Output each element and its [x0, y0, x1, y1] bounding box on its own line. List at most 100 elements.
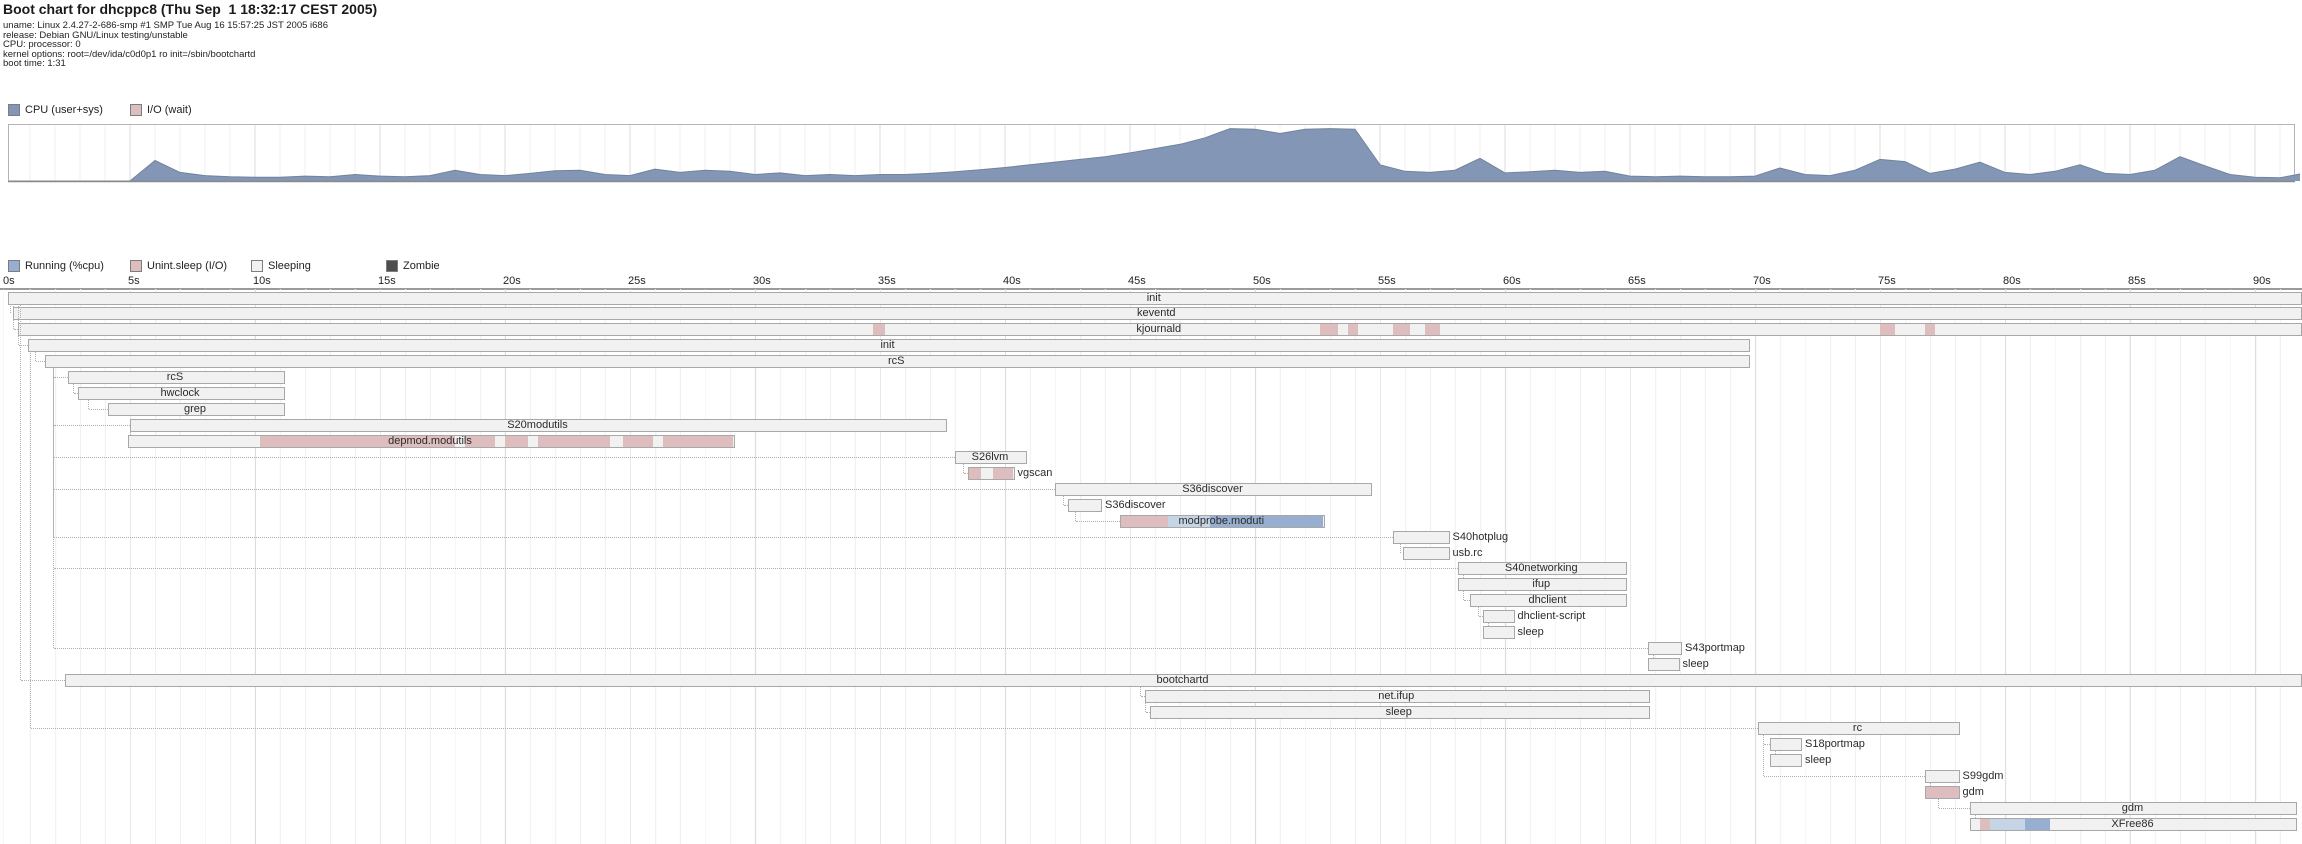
state-segment-run [2025, 819, 2050, 830]
process-bar-s40hotplug [1392, 531, 1450, 544]
legend-label: Running (%cpu) [25, 260, 104, 272]
tree-connector-horizontal [1938, 808, 1970, 809]
process-label: hwclock [160, 387, 200, 399]
tree-connector-vertical [1462, 590, 1464, 600]
time-tick-label: 45s [1128, 275, 1146, 287]
legend-item-cpu-user-sys-: CPU (user+sys) [8, 104, 103, 116]
process-bar-ifup [1457, 578, 1627, 591]
process-bar-rcs [45, 355, 1750, 368]
tree-connector-horizontal [88, 409, 108, 410]
tree-connector-vertical [52, 367, 54, 648]
state-segment-io [537, 436, 610, 447]
process-bar-gdm [1970, 802, 2297, 815]
process-bar-s99gdm [1925, 770, 1960, 783]
tree-connector-horizontal [31, 728, 1758, 729]
process-label: dhclient [1528, 594, 1567, 606]
process-label: keventd [1136, 307, 1176, 319]
tree-connector-vertical [1762, 734, 1764, 776]
process-label: sleep [1805, 754, 1832, 766]
tree-connector-vertical [1400, 543, 1401, 553]
state-segment-io [968, 468, 981, 479]
tree-connector-vertical [20, 304, 21, 680]
time-tick-label: 10s [253, 275, 271, 287]
state-segment-io [1425, 324, 1440, 335]
time-tick-label: 65s [1628, 275, 1646, 287]
legend-item-running-cpu-: Running (%cpu) [8, 260, 104, 272]
time-tick-label: 70s [1753, 275, 1771, 287]
tree-connector-horizontal [1076, 521, 1120, 522]
tree-connector-horizontal [53, 425, 130, 426]
process-bar-s43portmap [1647, 642, 1682, 655]
state-segment-run_light [1167, 516, 1210, 527]
state-segment-io [622, 436, 653, 447]
tree-connector-horizontal [1478, 616, 1483, 617]
process-bar-s40networking [1457, 562, 1627, 575]
state-segment-run [1210, 516, 1323, 527]
time-tick-label: 85s [2128, 275, 2146, 287]
process-label: sleep [1682, 658, 1709, 670]
process-bar-grep [107, 403, 285, 416]
legend-label: Unint.sleep (I/O) [147, 260, 228, 272]
time-tick-label: 35s [878, 275, 896, 287]
process-bar-sleep [1482, 626, 1515, 639]
cpu-area-edge [9, 128, 2301, 182]
process-bar-init [27, 339, 1750, 352]
process-label: S43portmap [1685, 642, 1745, 654]
time-tick-label: 15s [378, 275, 396, 287]
legend-swatch-icon [251, 260, 263, 272]
process-bar-rc [1757, 722, 1960, 735]
tree-connector-vertical [17, 304, 19, 345]
time-tick-label: 25s [628, 275, 646, 287]
process-label: init [1146, 292, 1161, 304]
process-bar-hwclock [77, 387, 285, 400]
legend-item-zombie: Zombie [386, 260, 440, 272]
state-segment-io [1980, 819, 1990, 830]
process-label: grep [183, 403, 207, 415]
legend-item-i-o-wait-: I/O (wait) [130, 104, 192, 116]
process-bar-s36discover [1055, 483, 1372, 496]
system-info-line: kernel options: root=/dev/ida/c0d0p1 ro … [3, 48, 256, 60]
system-info-line: CPU: processor: 0 [3, 39, 81, 51]
process-label: S20modutils [507, 419, 568, 431]
process-bar-kjournald [17, 323, 2302, 336]
process-label: depmod.modutils [388, 435, 472, 447]
process-label: sleep [1385, 706, 1412, 718]
process-label: kjournald [1136, 323, 1182, 335]
tree-connector-horizontal [1763, 744, 1770, 745]
tree-connector-horizontal [53, 489, 1055, 490]
legend-label: Sleeping [268, 260, 311, 272]
process-label: net.ifup [1378, 690, 1415, 702]
process-bar-s18portmap [1770, 738, 1802, 751]
tree-connector-horizontal [1146, 712, 1150, 713]
cpu-utilization-chart [0, 124, 2302, 184]
state-segment-io [872, 324, 885, 335]
process-bar-xfree86 [1970, 818, 2297, 831]
time-tick-label: 20s [503, 275, 521, 287]
tree-connector-vertical [12, 304, 14, 329]
legend-label: Zombie [403, 260, 440, 272]
legend-swatch-icon [386, 260, 398, 272]
time-tick-label: 5s [128, 275, 140, 287]
tree-connector-vertical [1140, 686, 1141, 696]
process-label: S36discover [1105, 499, 1166, 511]
process-bar-dhclient [1470, 594, 1627, 607]
time-tick-label: 60s [1503, 275, 1521, 287]
process-bar-s26lvm [955, 451, 1027, 464]
tree-connector-horizontal [1141, 696, 1145, 697]
process-bar-depmod-modutils [127, 435, 735, 448]
tree-connector-vertical [30, 351, 31, 728]
process-bar-net-ifup [1145, 690, 1650, 703]
time-tick-label: 0s [3, 275, 15, 287]
state-segment-io [1392, 324, 1410, 335]
state-segment-io [505, 436, 528, 447]
legend-swatch-icon [8, 104, 20, 116]
time-tick-label: 75s [1878, 275, 1896, 287]
process-label: usb.rc [1452, 547, 1483, 559]
legend-swatch-icon [130, 104, 142, 116]
process-bar-vgscan [967, 467, 1015, 480]
process-bar-usb-rc [1402, 547, 1450, 560]
state-segment-io [1880, 324, 1895, 335]
tree-connector-horizontal [53, 568, 1458, 569]
process-label: bootchartd [1156, 674, 1209, 686]
